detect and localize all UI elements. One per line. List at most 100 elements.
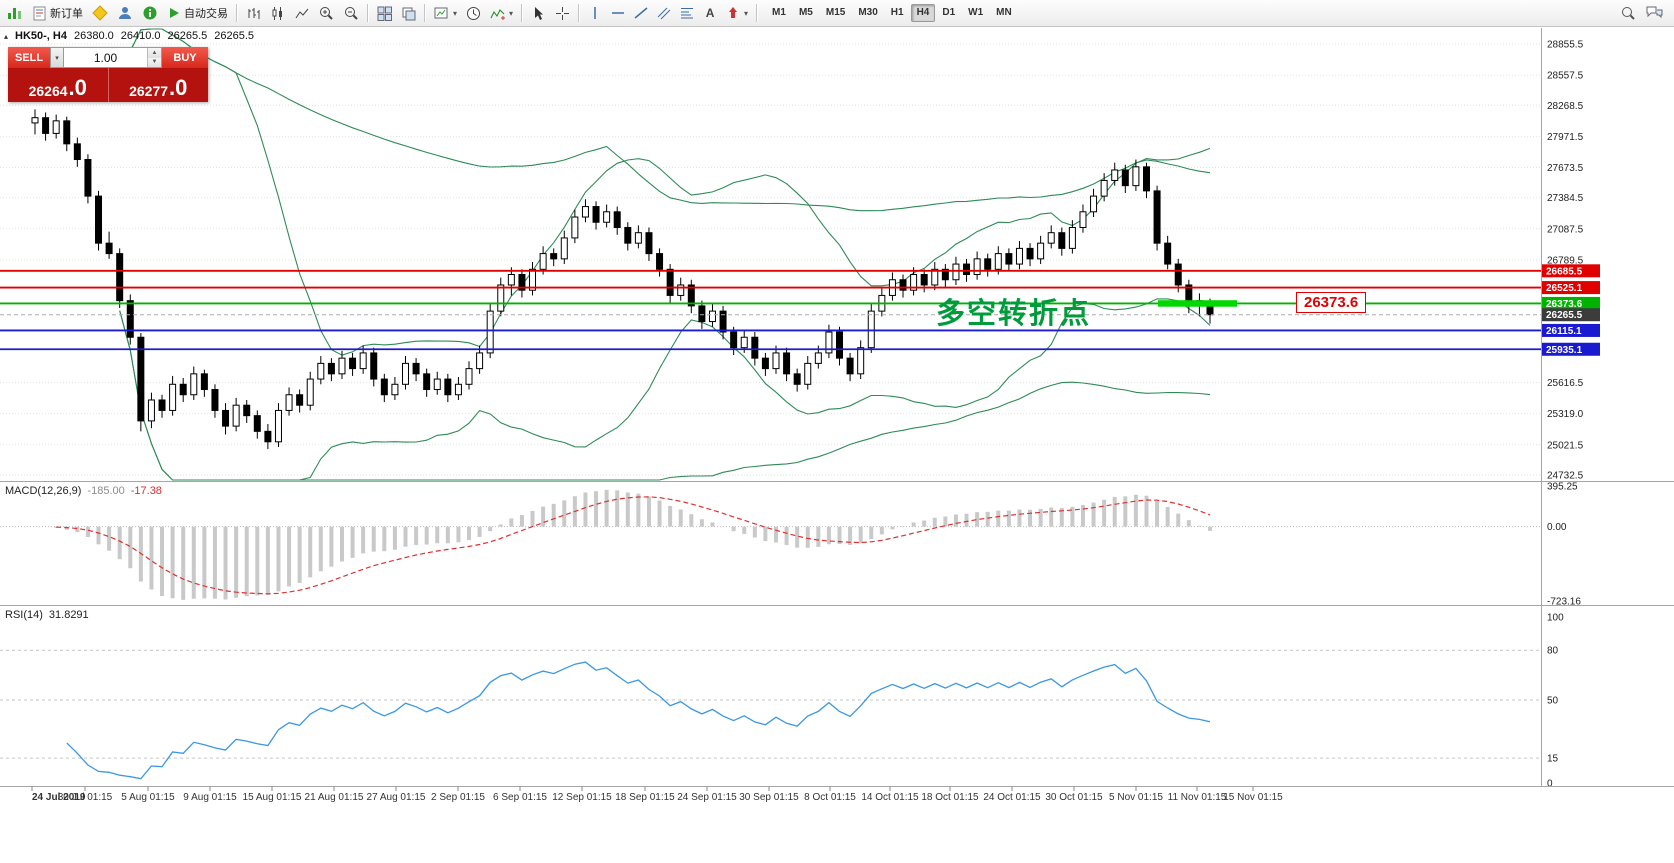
candle-chart-type-button[interactable] (266, 2, 289, 24)
rsi-value: 31.8291 (48, 609, 89, 621)
timeframe-button-M5[interactable]: M5 (798, 7, 813, 18)
timeframe-group: M1 M5 M15 M30 H1 H4 D1 W1 MN (766, 4, 1018, 22)
svg-text:24732.5: 24732.5 (1547, 470, 1584, 481)
cascade-windows-button[interactable] (397, 2, 420, 24)
profiles-button[interactable] (462, 2, 485, 24)
autotrading-button[interactable]: 自动交易 (163, 2, 232, 24)
svg-text:26685.5: 26685.5 (1546, 266, 1583, 277)
chat-button[interactable] (1642, 2, 1667, 24)
timeframe-button-M1[interactable]: M1 (772, 7, 786, 18)
fibonacci-tool-button[interactable] (676, 2, 698, 24)
svg-text:18 Oct 01:15: 18 Oct 01:15 (921, 792, 979, 803)
timeframe-button-M15[interactable]: M15 (825, 7, 846, 18)
tile-windows-button[interactable] (373, 2, 396, 24)
zoom-in-button[interactable] (314, 2, 338, 24)
turning-point-annotation[interactable]: 多空转折点 (936, 298, 1092, 330)
channel-icon (657, 7, 671, 20)
autotrading-label: 自动交易 (184, 8, 228, 20)
channel-tool-button[interactable] (653, 2, 675, 24)
panel-collapse-arrow[interactable]: ▴ (4, 31, 9, 41)
zoom-in-icon (320, 7, 333, 20)
vertical-line-tool-button[interactable] (584, 2, 606, 24)
trendline-tool-button[interactable] (630, 2, 652, 24)
vertical-line-icon (594, 7, 596, 19)
volume-value[interactable]: 1.00 (93, 50, 118, 65)
yellow-diamond-icon (92, 5, 108, 21)
svg-text:12 Sep 01:15: 12 Sep 01:15 (552, 792, 612, 803)
horizontal-line-icon (612, 12, 625, 14)
separator (578, 4, 581, 22)
svg-text:28557.5: 28557.5 (1547, 71, 1584, 82)
mql5-community-button[interactable] (88, 2, 112, 24)
sell-button[interactable]: SELL (8, 47, 50, 68)
svg-text:26373.6: 26373.6 (1546, 299, 1583, 310)
chat-bubbles-icon (1646, 6, 1663, 19)
new-chart-button[interactable] (3, 2, 27, 24)
timeframe-button-D1[interactable]: D1 (942, 7, 956, 18)
svg-text:9 Aug 01:15: 9 Aug 01:15 (183, 792, 237, 803)
line-chart-type-button[interactable] (290, 2, 313, 24)
new-chart-dropdown-button[interactable]: ▾ (430, 2, 461, 24)
svg-text:26115.1: 26115.1 (1546, 326, 1582, 337)
timeframe-button-W1[interactable]: W1 (968, 7, 984, 18)
bar-chart-type-button[interactable] (242, 2, 265, 24)
timeframe-button-M30[interactable]: M30 (858, 7, 878, 18)
svg-text:14 Oct 01:15: 14 Oct 01:15 (861, 792, 919, 803)
person-icon (119, 7, 131, 19)
high-value: 26410.0 (120, 30, 161, 42)
buy-price-int: 26277 (129, 83, 169, 99)
volume-up-icon[interactable]: ▲ (148, 48, 161, 58)
order-type-dropdown[interactable]: ▾ (50, 47, 64, 68)
zoom-out-icon (345, 7, 358, 20)
dropdown-arrow-icon: ▾ (744, 8, 749, 18)
svg-text:0.00: 0.00 (1547, 522, 1567, 533)
arrows-tool-button[interactable]: ▾ (722, 2, 752, 24)
svg-text:24 Oct 01:15: 24 Oct 01:15 (983, 792, 1041, 803)
trade-controls-row: SELL ▾ 1.00 ▲ ▼ BUY (8, 47, 208, 68)
svg-text:50: 50 (1547, 696, 1559, 707)
text-tool-icon: A (705, 6, 715, 20)
svg-text:27384.5: 27384.5 (1547, 193, 1584, 204)
line-chart-icon (295, 8, 309, 18)
zoom-out-button[interactable] (339, 2, 363, 24)
macd-main-value: -185.00 (87, 485, 125, 497)
trade-prices-row: 26264.0 26277.0 (8, 68, 208, 102)
svg-text:21 Aug 01:15: 21 Aug 01:15 (305, 792, 364, 803)
svg-text:15 Aug 01:15: 15 Aug 01:15 (243, 792, 302, 803)
new-order-button[interactable]: 新订单 (28, 2, 87, 24)
price-label-annotation[interactable]: 26373.6 (1296, 292, 1367, 313)
info-button[interactable] (138, 2, 162, 24)
order-form-icon (33, 6, 46, 20)
svg-text:26525.1: 26525.1 (1546, 283, 1583, 294)
volume-down-icon[interactable]: ▼ (148, 57, 161, 67)
info-icon (143, 6, 157, 20)
candlestick-icon (272, 6, 282, 20)
separator (756, 4, 759, 22)
timeframe-button-MN[interactable]: MN (996, 7, 1012, 18)
svg-text:8 Oct 01:15: 8 Oct 01:15 (804, 792, 856, 803)
indicators-button[interactable]: ▾ (486, 2, 517, 24)
cursor-tool-button[interactable] (527, 2, 550, 24)
profile-button[interactable] (113, 2, 137, 24)
sell-price[interactable]: 26264.0 (8, 68, 109, 102)
timeframe-button-H4[interactable]: H4 (910, 4, 936, 22)
play-icon (170, 8, 179, 18)
horizontal-line-tool-button[interactable] (607, 2, 629, 24)
macd-label: MACD(12,26,9) -185.00 -17.38 (5, 485, 162, 497)
text-tool-button[interactable]: A (699, 2, 721, 24)
one-click-trading-panel: SELL ▾ 1.00 ▲ ▼ BUY 26264.0 26277.0 (8, 47, 208, 102)
svg-text:0: 0 (1547, 779, 1553, 790)
volume-stepper: ▲ ▼ (147, 48, 161, 67)
timeframe-button-H1[interactable]: H1 (890, 7, 904, 18)
toolbar-right-group (1616, 2, 1671, 24)
search-button[interactable] (1616, 2, 1640, 24)
crosshair-tool-button[interactable] (551, 2, 574, 24)
indicator-icon (490, 8, 506, 20)
buy-price[interactable]: 26277.0 (109, 68, 209, 102)
svg-text:5 Aug 01:15: 5 Aug 01:15 (121, 792, 175, 803)
buy-button[interactable]: BUY (162, 47, 208, 68)
chart-canvas[interactable]: 28855.5 28557.5 28268.5 27971.5 27673.5 27384… (0, 28, 1674, 863)
mini-chart-icon (434, 7, 448, 18)
sell-price-dec: .0 (68, 75, 87, 101)
volume-field[interactable]: 1.00 ▲ ▼ (64, 47, 162, 68)
